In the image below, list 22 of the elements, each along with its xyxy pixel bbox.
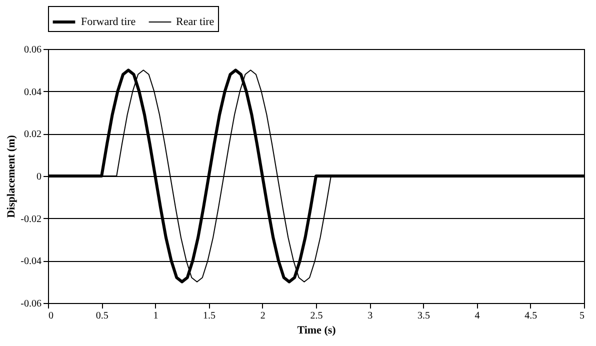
- legend-label: Forward tire: [81, 16, 136, 28]
- legend-label: Rear tire: [176, 16, 214, 28]
- x-tick-label: 4.5: [524, 310, 538, 322]
- y-axis-title: Displacement (m): [6, 134, 18, 218]
- y-tick-label: 0.06: [24, 44, 42, 56]
- x-tick-label: 1: [153, 310, 158, 322]
- x-tick-label: 4: [474, 310, 480, 322]
- y-tick-label: -0.06: [20, 298, 42, 310]
- y-tick-label: -0.04: [20, 256, 42, 268]
- y-tick-label: 0: [36, 172, 42, 182]
- x-tick-label: 3.5: [417, 310, 430, 322]
- y-tick-label: 0.02: [24, 129, 42, 140]
- x-tick-label: 0.5: [96, 310, 108, 322]
- x-tick-label: 1.5: [203, 310, 216, 322]
- y-tick-label: 0.04: [24, 86, 42, 98]
- x-tick-label: 5: [580, 310, 584, 322]
- x-tick-label: 2.5: [310, 310, 323, 322]
- x-axis-title: Time (s): [297, 324, 336, 336]
- x-tick-label: 0: [48, 310, 54, 322]
- x-tick-label: 3: [368, 310, 373, 322]
- x-tick-label: 2: [260, 310, 266, 322]
- y-tick-label: -0.02: [20, 214, 42, 225]
